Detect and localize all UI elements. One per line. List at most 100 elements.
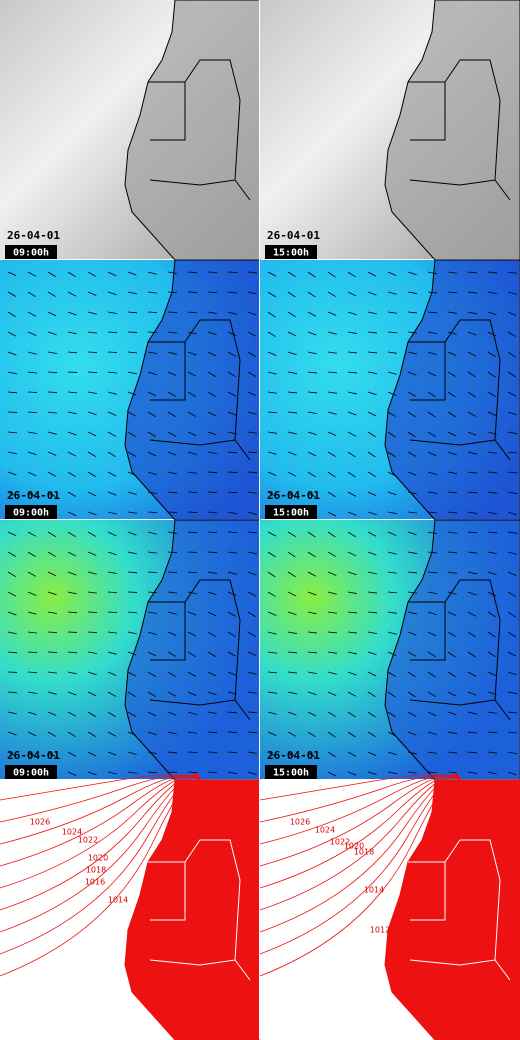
wind-arrow	[67, 551, 77, 557]
wind-arrow	[207, 451, 217, 455]
wind-arrow	[427, 451, 437, 457]
wind-arrow	[147, 511, 158, 514]
wind-arrow	[107, 771, 117, 775]
wind-arrow	[227, 611, 237, 617]
wind-arrow	[267, 371, 277, 375]
wind-arrow	[507, 691, 517, 695]
wind-arrow	[247, 571, 257, 576]
wind-arrow	[147, 331, 158, 334]
wind-arrow	[27, 371, 37, 374]
wind-arrow	[107, 651, 117, 655]
wind-arrow	[507, 771, 517, 776]
wind-arrow	[127, 711, 136, 717]
wind-arrow	[27, 751, 36, 757]
wind-arrow	[247, 371, 256, 377]
wind-arrow	[147, 551, 157, 554]
wind-arrow	[427, 471, 437, 475]
wind-arrow	[127, 651, 137, 656]
wind-arrow	[7, 731, 17, 736]
wind-arrow	[27, 671, 38, 674]
wind-arrow	[447, 611, 457, 616]
wind-arrow	[167, 731, 177, 735]
wind-arrow	[347, 731, 356, 738]
wind-arrow	[347, 371, 357, 374]
wind-arrow	[487, 571, 497, 576]
wind-arrow	[287, 471, 297, 477]
wind-arrow	[247, 771, 257, 775]
wind-arrow	[107, 291, 117, 296]
wind-arrow	[447, 591, 457, 595]
wind-arrow	[207, 651, 216, 657]
isobar-label: 1026	[30, 818, 50, 827]
wind-arrow	[67, 471, 76, 478]
wind-arrow	[327, 511, 337, 517]
wind-arrow	[267, 331, 276, 337]
wind-arrow	[227, 551, 237, 554]
wind-arrow	[47, 591, 57, 596]
wind-arrow	[127, 391, 137, 396]
wind-arrow	[427, 651, 436, 658]
wind-arrow	[367, 591, 377, 594]
wind-arrow	[487, 671, 497, 677]
wind-arrow	[387, 391, 397, 396]
wind-arrow	[267, 651, 277, 654]
wind-arrow	[407, 651, 417, 657]
wind-arrow	[47, 671, 57, 674]
wind-arrow	[447, 331, 457, 335]
wind-arrow	[267, 751, 276, 757]
isobar-label: 1014	[108, 896, 128, 905]
wind-arrow	[467, 651, 476, 658]
wind-arrow	[27, 711, 37, 716]
wind-arrow	[47, 431, 57, 435]
wind-arrow	[467, 471, 477, 474]
isobar-label: 1020	[344, 842, 364, 851]
wind-arrow	[427, 291, 437, 294]
wind-arrow	[447, 391, 456, 398]
wind-arrow	[487, 471, 497, 474]
date-label: 26-04-01	[7, 749, 60, 762]
wind-arrow	[407, 291, 417, 294]
wind-arrow	[147, 471, 157, 476]
wind-arrow	[107, 451, 116, 458]
wind-arrow	[87, 751, 97, 757]
wind-arrow	[387, 431, 396, 438]
wind-arrow	[27, 631, 37, 634]
wind-arrow	[167, 391, 177, 397]
wind-arrow	[327, 771, 337, 777]
wind-arrow	[207, 291, 218, 294]
wind-arrow	[267, 611, 277, 616]
wind-arrow	[207, 411, 217, 417]
wind-arrow	[327, 531, 336, 538]
wind-arrow	[147, 351, 157, 354]
isobar-label: 1026	[290, 818, 310, 827]
time-label: 09:00h	[13, 768, 49, 779]
isobar	[259, 774, 461, 933]
wind-arrow	[347, 471, 356, 478]
wind-arrow	[327, 611, 337, 614]
wind-arrow	[107, 371, 117, 374]
wind-arrow	[367, 531, 377, 537]
wind-arrow	[187, 351, 197, 356]
wind-arrow	[427, 591, 437, 594]
wind-arrow	[187, 491, 198, 493]
wind-arrow	[507, 351, 516, 358]
wind-arrow	[307, 471, 316, 478]
wind-arrow	[347, 351, 357, 354]
wind-arrow	[447, 691, 457, 697]
wind-arrow	[307, 271, 316, 278]
wind-arrow	[147, 431, 156, 437]
wind-arrow	[387, 651, 397, 656]
wind-arrow	[307, 751, 316, 758]
land-area	[125, 520, 260, 780]
wind-arrow	[487, 491, 497, 494]
wind-arrow	[407, 471, 417, 476]
land-area	[385, 780, 520, 1040]
wind-arrow	[147, 591, 158, 594]
wind-arrow	[307, 731, 316, 738]
wind-arrow	[47, 291, 56, 297]
wind-arrow	[487, 331, 497, 337]
date-label: 26-04-01	[267, 229, 320, 242]
wind-arrow	[247, 431, 257, 434]
wind-arrow	[47, 691, 57, 695]
wind-arrow	[27, 331, 37, 336]
